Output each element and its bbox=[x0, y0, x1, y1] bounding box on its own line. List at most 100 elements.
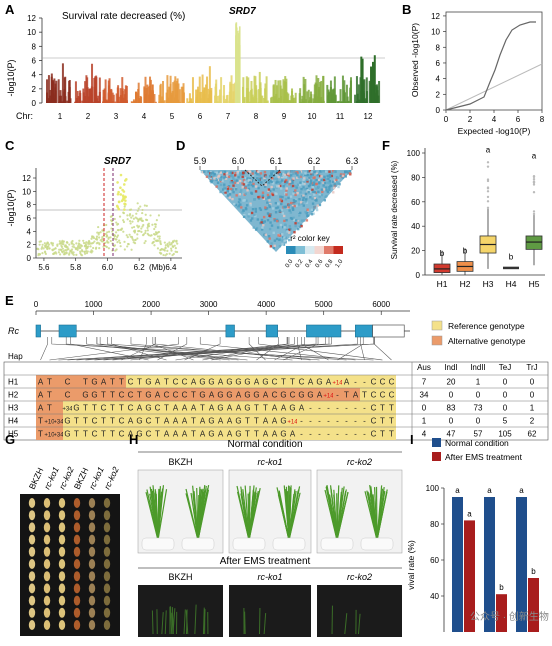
panel-d-cell bbox=[317, 204, 319, 206]
panel-a-point bbox=[131, 101, 133, 103]
panel-e-allele: G bbox=[280, 417, 286, 426]
panel-c-point bbox=[106, 240, 108, 242]
panel-f-letter-label: b bbox=[440, 249, 445, 258]
panel-d-cell bbox=[311, 209, 313, 211]
panel-e-allele: G bbox=[217, 391, 223, 400]
panel-d-cell bbox=[277, 234, 279, 236]
panel-a-point bbox=[332, 89, 334, 103]
panel-c-point bbox=[119, 242, 121, 244]
panel-a-point bbox=[108, 100, 110, 103]
panel-c-point bbox=[75, 247, 77, 249]
panel-c-point bbox=[159, 252, 161, 254]
panel-e-utr bbox=[373, 325, 405, 337]
panel-e-allele: T bbox=[380, 417, 385, 426]
panel-d-key-swatch bbox=[286, 246, 296, 254]
panel-c-point bbox=[119, 216, 121, 218]
panel-f-letter: F bbox=[382, 138, 390, 153]
panel-a-peak-point bbox=[239, 26, 241, 103]
panel-d-cell bbox=[323, 188, 325, 190]
panel-d-cell bbox=[277, 226, 279, 228]
panel-i-ytick-label: 40 bbox=[430, 592, 439, 601]
panel-b-ytick-label: 10 bbox=[431, 28, 440, 37]
panel-e-allele: - bbox=[354, 417, 357, 426]
panel-d-cell bbox=[297, 222, 299, 224]
panel-a-point bbox=[183, 92, 185, 103]
panel-c-point bbox=[117, 229, 119, 231]
panel-e-allele: T bbox=[389, 417, 394, 426]
panel-d-cell bbox=[260, 209, 262, 211]
panel-d-cell bbox=[248, 213, 250, 215]
panel-f-outlier bbox=[533, 181, 535, 183]
panel-a-point bbox=[315, 75, 317, 103]
panel-g-seed bbox=[44, 596, 50, 606]
panel-i-letter-normal: a bbox=[519, 486, 524, 495]
panel-g-seed bbox=[74, 535, 80, 545]
panel-d-cell bbox=[318, 195, 320, 197]
panel-a-point bbox=[95, 76, 97, 103]
panel-e-allele: T bbox=[290, 378, 295, 387]
panel-c-point bbox=[139, 205, 141, 207]
panel-a-chr-tick: 8 bbox=[254, 112, 259, 121]
panel-d-cell bbox=[255, 208, 257, 210]
panel-i-legend-ems-swatch bbox=[432, 452, 441, 461]
panel-d-cell bbox=[298, 176, 300, 178]
panel-c-peak-point bbox=[121, 189, 124, 192]
panel-i-letter-ems: b bbox=[499, 583, 504, 592]
panel-c-point bbox=[61, 241, 63, 243]
panel-g-seed bbox=[89, 571, 95, 581]
panel-d-key-tick: 0.2 bbox=[295, 258, 305, 269]
panel-d-cell bbox=[275, 211, 277, 213]
panel-e-allele: T bbox=[110, 417, 115, 426]
panel-c-point bbox=[73, 254, 75, 256]
panel-c-point bbox=[153, 228, 155, 230]
panel-d-cell bbox=[220, 171, 222, 173]
panel-d-cell bbox=[253, 214, 255, 216]
panel-d-cell bbox=[258, 179, 260, 181]
panel-e-allele: T bbox=[191, 417, 196, 426]
panel-g-seed bbox=[29, 510, 35, 520]
panel-e-allele: A bbox=[155, 378, 161, 387]
panel-d-cell bbox=[319, 204, 321, 206]
panel-c-point bbox=[151, 242, 153, 244]
panel-e-allele: A bbox=[227, 404, 233, 413]
panel-d-cell bbox=[317, 174, 319, 176]
panel-i-legend-normal: Normal condition bbox=[445, 438, 509, 448]
panel-d-cell bbox=[224, 192, 226, 194]
panel-e-allele: A bbox=[128, 417, 134, 426]
panel-c-point bbox=[114, 244, 116, 246]
panel-c-point bbox=[131, 227, 133, 229]
panel-e-allele: T bbox=[245, 417, 250, 426]
panel-a-chr-tick: 3 bbox=[114, 112, 119, 121]
panel-f-outlier bbox=[487, 200, 489, 202]
panel-e-count: 0 bbox=[476, 417, 481, 426]
panel-c-ytick-label: 4 bbox=[27, 227, 32, 236]
panel-d-cell bbox=[210, 172, 212, 174]
panel-f-box bbox=[526, 236, 542, 249]
panel-a-point bbox=[155, 102, 157, 103]
panel-e-count: 0 bbox=[530, 391, 535, 400]
panel-e-count: 34 bbox=[420, 391, 429, 400]
panel-f-ytick-label: 100 bbox=[407, 149, 421, 158]
panel-c-point bbox=[108, 247, 110, 249]
panel-e-allele: - bbox=[318, 430, 321, 439]
panel-g-seed bbox=[89, 559, 95, 569]
panel-c-point bbox=[133, 218, 135, 220]
panel-b-xtick-label: 4 bbox=[492, 115, 497, 124]
panel-e-allele: A bbox=[218, 378, 224, 387]
panel-d-cell bbox=[231, 175, 233, 177]
panel-d-cell bbox=[279, 173, 281, 175]
panel-d-cell bbox=[274, 219, 276, 221]
panel-c-point bbox=[79, 252, 81, 254]
panel-g-seed bbox=[89, 510, 95, 520]
panel-d-cell bbox=[273, 245, 275, 247]
panel-d-cell bbox=[224, 171, 226, 173]
panel-e-ruler-label: 1000 bbox=[85, 300, 103, 309]
panel-c-point bbox=[85, 242, 87, 244]
panel-c-ytick-label: 0 bbox=[27, 254, 32, 263]
panel-d-top-tick: 6.3 bbox=[346, 156, 359, 166]
panel-e-allele: C bbox=[380, 391, 386, 400]
panel-c-point bbox=[79, 247, 81, 249]
panel-c-gene: SRD7 bbox=[104, 156, 131, 167]
panel-g-seed bbox=[74, 498, 80, 508]
